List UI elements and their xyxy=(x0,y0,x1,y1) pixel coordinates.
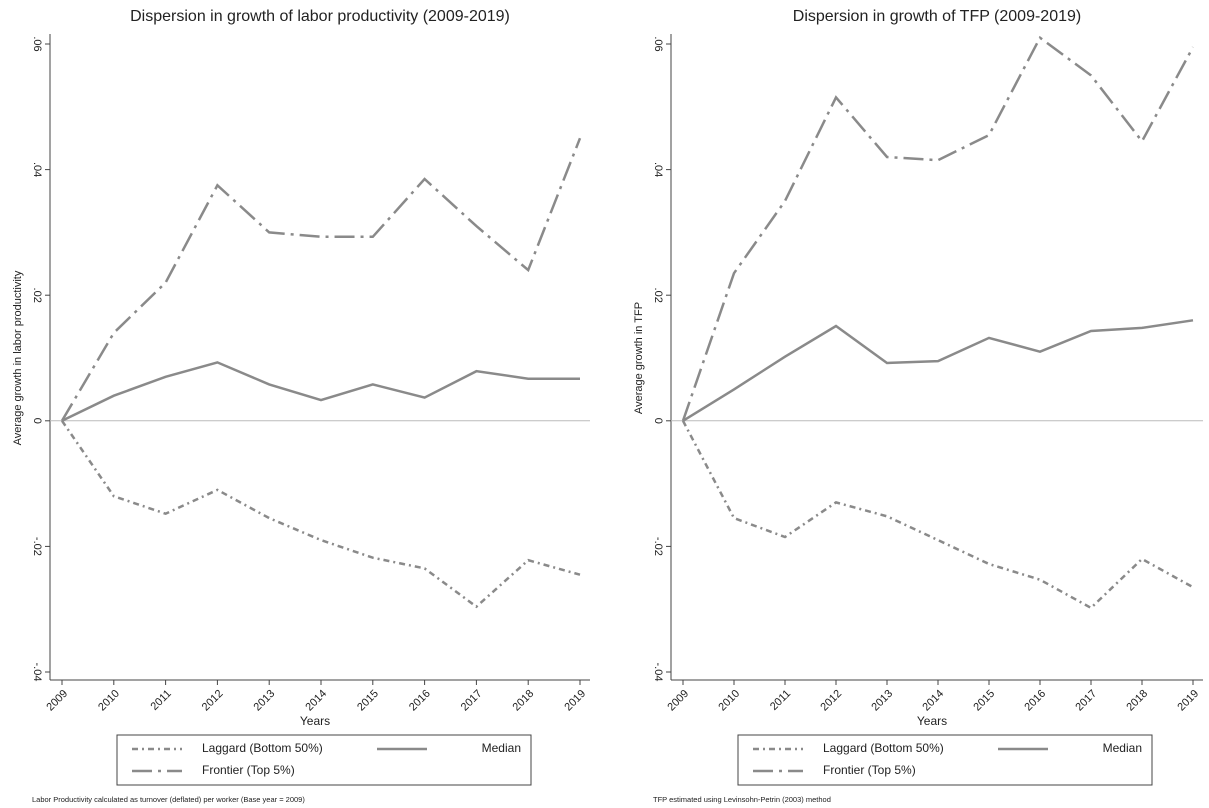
x-tick-label: 2015 xyxy=(355,688,381,714)
y-axis-label: Average growth in TFP xyxy=(633,302,645,414)
y-tick-label: .06 xyxy=(652,36,664,51)
chart-title: Dispersion in growth of TFP (2009-2019) xyxy=(793,8,1081,25)
x-tick-label: 2019 xyxy=(1175,688,1201,714)
y-tick-label: -.02 xyxy=(652,537,664,556)
footnote: Labor Productivity calculated as turnove… xyxy=(32,795,305,804)
x-tick-label: 2016 xyxy=(407,688,433,714)
y-axis-label: Average growth in labor productivity xyxy=(12,270,24,445)
x-tick-label: 2012 xyxy=(200,688,226,714)
y-tick-label: .04 xyxy=(652,162,664,177)
legend-label: Frontier (Top 5%) xyxy=(823,763,916,777)
legend-label: Median xyxy=(482,741,521,755)
x-tick-label: 2015 xyxy=(971,688,997,714)
x-tick-label: 2014 xyxy=(303,688,329,714)
legend-label: Laggard (Bottom 50%) xyxy=(823,741,944,755)
x-tick-label: 2018 xyxy=(511,688,537,714)
series-line xyxy=(681,420,1194,610)
y-tick-label: .06 xyxy=(31,36,43,51)
x-tick-label: 2017 xyxy=(459,688,485,714)
y-tick-label: .04 xyxy=(31,162,43,177)
x-tick-label: 2018 xyxy=(1124,688,1150,714)
x-tick-label: 2011 xyxy=(768,688,793,713)
x-tick-label: 2016 xyxy=(1022,688,1048,714)
y-tick-label: .02 xyxy=(31,288,43,303)
y-tick-label: -.04 xyxy=(31,663,43,682)
x-tick-label: 2013 xyxy=(252,688,278,714)
x-tick-label: 2017 xyxy=(1073,688,1099,714)
x-tick-label: 2009 xyxy=(665,688,691,714)
legend-label: Frontier (Top 5%) xyxy=(202,763,295,777)
x-axis-label: Years xyxy=(917,714,947,728)
legend-box xyxy=(116,734,532,786)
y-tick-label: -.04 xyxy=(652,663,664,682)
footnote: TFP estimated using Levinsohn-Petrin (20… xyxy=(653,795,831,804)
y-tick-label: 0 xyxy=(31,418,43,424)
y-tick-label: .02 xyxy=(652,288,664,303)
x-tick-label: 2013 xyxy=(869,688,895,714)
y-tick-label: -.02 xyxy=(31,537,43,556)
series-line xyxy=(60,420,581,609)
series-line xyxy=(60,137,582,422)
series-line xyxy=(61,361,580,422)
legend-label: Median xyxy=(1103,741,1142,755)
x-tick-label: 2010 xyxy=(716,688,742,714)
legend-box xyxy=(737,734,1153,786)
y-tick-label: 0 xyxy=(652,418,664,424)
x-tick-label: 2019 xyxy=(562,688,588,714)
x-tick-label: 2010 xyxy=(96,688,122,714)
x-axis-label: Years xyxy=(300,714,330,728)
legend-label: Laggard (Bottom 50%) xyxy=(202,741,323,755)
series-line xyxy=(681,35,1195,422)
chart-title: Dispersion in growth of labor productivi… xyxy=(130,8,510,25)
x-tick-label: 2009 xyxy=(44,688,70,714)
x-tick-label: 2011 xyxy=(149,688,174,713)
x-tick-label: 2012 xyxy=(818,688,844,714)
x-tick-label: 2014 xyxy=(920,688,946,714)
series-line xyxy=(682,319,1194,422)
